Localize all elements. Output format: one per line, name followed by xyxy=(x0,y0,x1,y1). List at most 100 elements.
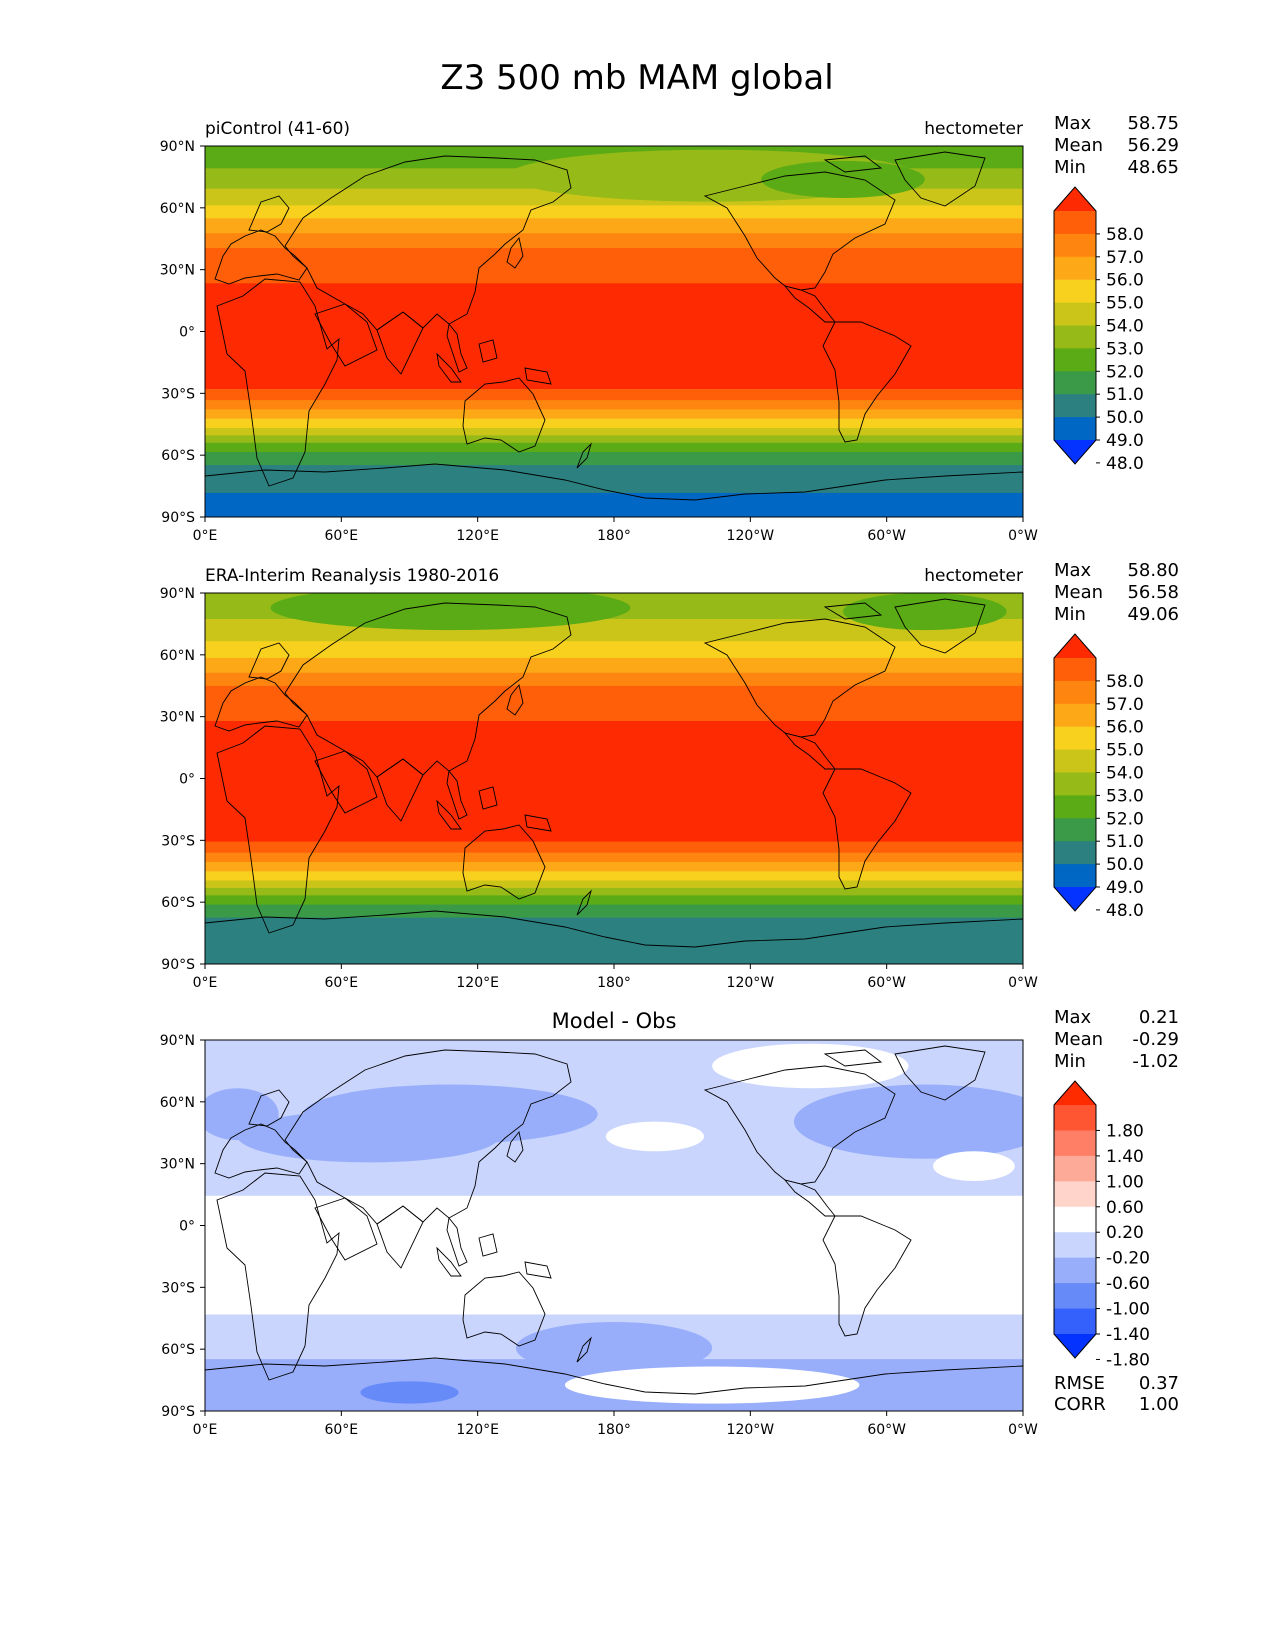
colorbar-segment xyxy=(1054,1308,1096,1335)
colorbar-tick-label: -1.00 xyxy=(1106,1300,1150,1320)
colorbar-extend-high xyxy=(1054,1081,1096,1105)
colorbar-segment xyxy=(1054,680,1096,705)
lon-tick-label: 180° xyxy=(597,528,631,544)
contour-band xyxy=(205,248,1023,284)
anomaly-patch xyxy=(761,160,925,198)
panel-observations: ERA-Interim Reanalysis 1980-2016 hectome… xyxy=(160,560,1179,991)
anomaly-patch xyxy=(270,593,631,631)
contour-band xyxy=(205,283,1023,390)
contour-band xyxy=(205,465,1023,494)
error-stats-block: RMSE 0.37 CORR 1.00 xyxy=(1054,1373,1179,1415)
colorbar-segment xyxy=(1054,211,1096,235)
colorbar-tick-label: 49.0 xyxy=(1106,431,1144,451)
colorbar-tick-label: 51.0 xyxy=(1106,832,1144,852)
colorbar-tick-label: 48.0 xyxy=(1106,454,1144,474)
contour-band xyxy=(205,672,1023,687)
contour-band xyxy=(205,218,1023,234)
lat-tick-label: 60°N xyxy=(160,1095,195,1111)
lon-tick-label: 0°E xyxy=(193,1422,218,1438)
stat-label: Mean xyxy=(1054,582,1103,603)
lat-tick-label: 90°S xyxy=(161,1404,195,1420)
lon-tick-label: 0°W xyxy=(1008,528,1038,544)
contour-band xyxy=(205,428,1023,436)
lon-tick-label: 60°E xyxy=(324,1422,358,1438)
contour-band xyxy=(205,841,1023,854)
lat-tick-label: 30°N xyxy=(160,1157,195,1173)
panel-center-title: Model - Obs xyxy=(552,1009,677,1033)
lat-tick-label: 90°N xyxy=(160,1033,195,1049)
contour-band xyxy=(205,389,1023,401)
lon-tick-label: 120°W xyxy=(727,528,775,544)
stat-value: 56.58 xyxy=(1127,582,1179,603)
colorbar-tick-label: -0.60 xyxy=(1106,1274,1150,1294)
stat-label: RMSE xyxy=(1054,1373,1105,1394)
stat-label: Max xyxy=(1054,1007,1092,1028)
lat-tick-label: 30°N xyxy=(160,710,195,726)
colorbar-tick-label: 57.0 xyxy=(1106,248,1144,268)
lon-tick-label: 0°E xyxy=(193,528,218,544)
panel-units: hectometer xyxy=(924,119,1023,139)
contour-band xyxy=(205,917,1023,964)
stats-block: Max 58.75 Mean 56.29 Min 48.65 xyxy=(1054,113,1179,178)
lon-tick-label: 120°W xyxy=(727,1422,775,1438)
colorbar-tick-label: 58.0 xyxy=(1106,672,1144,692)
colorbar-segment xyxy=(1054,749,1096,773)
colorbar-segment xyxy=(1054,394,1096,418)
colorbar-extend-high xyxy=(1054,634,1096,658)
lat-tick-label: 60°S xyxy=(161,448,195,464)
lon-tick-label: 180° xyxy=(597,1422,631,1438)
colorbar-tick-label: -0.20 xyxy=(1106,1249,1150,1269)
colorbar-segment xyxy=(1054,1105,1096,1131)
lon-tick-label: 0°E xyxy=(193,975,218,991)
colorbar-segment xyxy=(1054,256,1096,281)
lon-tick-label: 60°E xyxy=(324,528,358,544)
colorbar-tick-label: 52.0 xyxy=(1106,362,1144,382)
lat-tick-label: 30°N xyxy=(160,263,195,279)
panel-model: piControl (41-60) hectometer 90°N 60°N 30°… xyxy=(160,113,1179,544)
stat-label: Mean xyxy=(1054,1029,1103,1050)
colorbar-tick-label: 50.0 xyxy=(1106,408,1144,428)
contour-band xyxy=(205,492,1023,517)
contour-band xyxy=(205,205,1023,219)
longitude-axis: 0°E 60°E 120°E 180° 120°W 60°W 0°W xyxy=(193,964,1038,991)
lat-tick-label: 60°S xyxy=(161,1342,195,1358)
lon-tick-label: 120°W xyxy=(727,975,775,991)
lat-tick-label: 60°N xyxy=(160,648,195,664)
contour-band xyxy=(205,657,1023,674)
lon-tick-label: 60°W xyxy=(867,1422,906,1438)
contour-band xyxy=(205,1195,1023,1315)
anomaly-patch xyxy=(605,1121,704,1152)
colorbar-tick-label: 51.0 xyxy=(1106,385,1144,405)
contour-band xyxy=(205,721,1023,843)
colorbar-segment xyxy=(1054,703,1096,728)
stat-value: 0.37 xyxy=(1139,1373,1179,1394)
colorbar-segment xyxy=(1054,1283,1096,1310)
contour-band xyxy=(205,852,1023,863)
stat-label: CORR xyxy=(1054,1394,1106,1415)
colorbar-segment xyxy=(1054,1232,1096,1259)
contour-band xyxy=(205,418,1023,429)
colorbar-tick-label: 53.0 xyxy=(1106,339,1144,359)
colorbar-tick-label: 1.00 xyxy=(1106,1172,1144,1192)
lon-tick-label: 120°E xyxy=(456,1422,499,1438)
contour-band xyxy=(205,880,1023,889)
colorbar-tick-label: 54.0 xyxy=(1106,317,1144,337)
contour-band xyxy=(205,887,1023,896)
stat-value: 0.21 xyxy=(1139,1007,1179,1028)
lat-tick-label: 90°N xyxy=(160,139,195,155)
anomaly-patch xyxy=(564,1366,860,1404)
lon-tick-label: 180° xyxy=(597,975,631,991)
colorbar-tick-label: 0.60 xyxy=(1106,1198,1144,1218)
colorbar-segment xyxy=(1054,818,1096,842)
lat-tick-label: 30°S xyxy=(161,1280,195,1296)
anomaly-patch xyxy=(712,1043,909,1089)
colorbar: 58.0 57.0 56.0 55.0 54.053.0 52.0 51.0 50.0 49.0… xyxy=(1053,633,1144,921)
colorbar-tick-label: 52.0 xyxy=(1106,809,1144,829)
lat-tick-label: 0° xyxy=(179,772,195,788)
colorbar-segment xyxy=(1054,302,1096,326)
stat-value: 56.29 xyxy=(1127,135,1179,156)
contour-band xyxy=(205,871,1023,882)
panel-left-title: piControl (41-60) xyxy=(205,119,350,139)
colorbar-segment xyxy=(1054,658,1096,682)
latitude-axis: 90°N 60°N 30°N 0° 30°S 60°S 90°S xyxy=(160,139,205,526)
